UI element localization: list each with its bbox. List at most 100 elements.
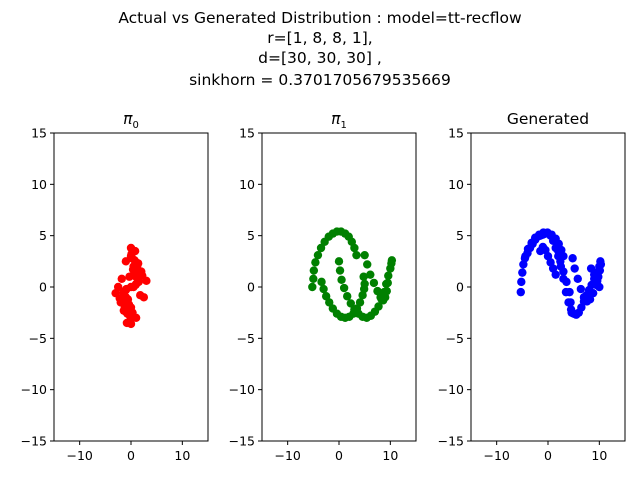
data-point [339, 283, 349, 293]
data-point [516, 287, 525, 297]
x-tick-label: 10 [591, 448, 607, 463]
data-point [359, 272, 368, 281]
y-tick-label: 15 [31, 126, 47, 141]
y-tick-label: −15 [438, 434, 464, 449]
data-point [366, 270, 375, 279]
data-point [387, 256, 397, 265]
data-point [588, 288, 598, 298]
data-point [566, 298, 575, 307]
data-point [308, 282, 317, 292]
y-tick-label: 10 [239, 177, 255, 192]
data-point [121, 307, 131, 316]
data-point [328, 304, 338, 313]
y-tick-label: 5 [247, 228, 255, 243]
data-point [350, 243, 359, 253]
data-point [321, 292, 331, 301]
data-point [135, 268, 144, 277]
data-point [596, 260, 606, 269]
y-tick-label: −15 [229, 434, 255, 449]
y-tick-label: −5 [446, 331, 464, 346]
data-point [568, 254, 577, 263]
y-tick-label: 15 [239, 126, 255, 141]
scatter-points-generated [516, 228, 606, 319]
y-tick-label: −10 [21, 382, 47, 397]
panel-title-pi1: π1 [331, 110, 347, 131]
y-tick-label: 10 [448, 177, 464, 192]
panel-title-pi0: π0 [123, 110, 139, 131]
panel-title-subscript: 0 [132, 120, 138, 131]
x-tick-label: −10 [66, 448, 92, 463]
data-point [554, 246, 563, 256]
x-tick-label: 10 [174, 448, 190, 463]
y-tick-label: 10 [31, 177, 47, 192]
y-tick-label: −5 [29, 331, 47, 346]
data-point [309, 274, 318, 283]
data-point [118, 297, 127, 306]
y-tick-label: 0 [247, 280, 255, 295]
y-tick-label: 0 [456, 280, 464, 295]
data-point [358, 291, 367, 300]
data-point [319, 284, 328, 294]
data-point [360, 250, 369, 260]
data-point [334, 257, 344, 266]
panel-title-base: Generated [507, 110, 589, 128]
data-point [383, 278, 392, 288]
axis-ticks-pi0: −10 0 10 −15 −10 −5 0 5 10 15 [21, 126, 191, 464]
scatter-points-pi1 [308, 227, 397, 322]
y-tick-label: −15 [21, 434, 47, 449]
data-point [570, 264, 579, 273]
data-point [369, 278, 379, 288]
data-point [576, 284, 586, 294]
data-point [518, 268, 527, 277]
data-point [595, 282, 604, 292]
y-tick-label: −10 [438, 382, 464, 397]
y-tick-label: 0 [39, 280, 47, 295]
x-tick-label: −10 [483, 448, 509, 463]
scatter-points-pi0 [111, 243, 151, 329]
data-point [551, 270, 560, 279]
data-point [309, 266, 319, 275]
y-tick-label: −5 [237, 331, 255, 346]
data-point [317, 277, 326, 287]
data-point [117, 274, 126, 283]
panel-title-generated: Generated [507, 110, 589, 128]
data-point [131, 258, 141, 267]
suptitle-line-2: r=[1, 8, 8, 1], [267, 29, 372, 47]
axis-ticks-pi1: −10 0 10 −15 −10 −5 0 5 10 15 [229, 126, 399, 464]
suptitle-line-4: sinkhorn = 0.3701705679535669 [189, 71, 451, 89]
data-point [335, 266, 345, 275]
data-point [517, 277, 526, 287]
panel-title-subscript: 1 [340, 120, 346, 131]
data-point [313, 250, 323, 260]
suptitle-line-3: d=[30, 30, 30] , [258, 49, 382, 67]
data-point [129, 282, 138, 292]
x-tick-label: 0 [544, 448, 552, 463]
x-tick-label: 0 [127, 448, 135, 463]
suptitle: Actual vs Generated Distribution : model… [118, 9, 522, 89]
data-point [562, 277, 571, 287]
axis-ticks-generated: −10 0 10 −15 −10 −5 0 5 10 15 [438, 126, 608, 464]
panel-generated: Generated −10 0 10 −15 −10 −5 0 5 10 15 [438, 110, 626, 464]
suptitle-line-1: Actual vs Generated Distribution : model… [118, 9, 522, 27]
data-point [343, 292, 352, 301]
data-point [382, 286, 391, 296]
x-tick-label: 0 [335, 448, 343, 463]
x-tick-label: −10 [274, 448, 300, 463]
data-point [559, 267, 568, 276]
y-tick-label: 5 [456, 228, 464, 243]
panel-title-base: π [331, 110, 341, 128]
y-tick-label: 15 [448, 126, 464, 141]
panel-pi1: π1 −10 0 10 −15 −10 −5 0 5 10 15 [229, 110, 417, 464]
data-point [567, 308, 576, 317]
data-point [126, 243, 136, 253]
data-point [337, 275, 346, 285]
data-point [556, 257, 565, 266]
y-tick-label: 5 [39, 228, 47, 243]
data-point [363, 260, 372, 269]
panel-title-base: π [123, 110, 133, 128]
data-point [346, 299, 356, 308]
data-point [316, 243, 326, 253]
x-tick-label: 10 [382, 448, 398, 463]
